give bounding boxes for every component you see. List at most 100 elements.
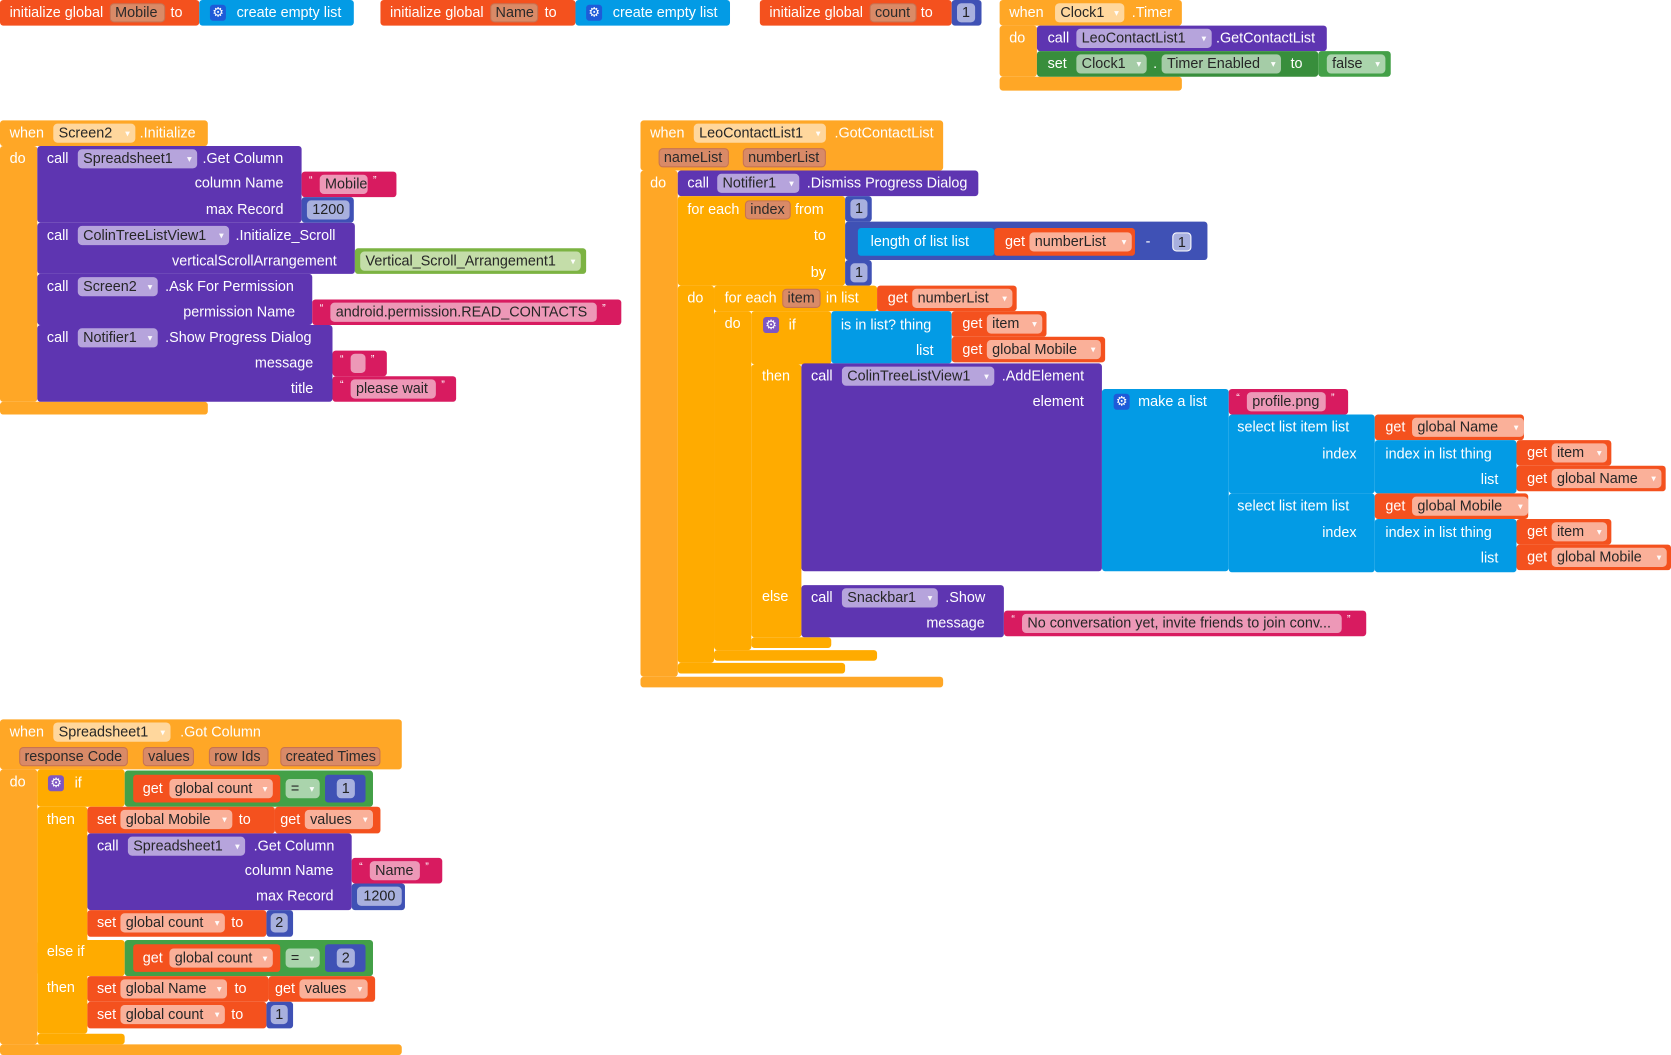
chevron-down-icon[interactable]: ▾ (1375, 58, 1381, 70)
length-of-list-block[interactable] (857, 228, 995, 256)
for-range-body[interactable] (677, 285, 715, 663)
chevron-down-icon[interactable]: ▾ (1270, 58, 1276, 70)
got-column-then1-set-mobile-var-dropdown[interactable]: global Mobile ▾ (120, 809, 233, 830)
got-column-bottom[interactable] (0, 1044, 402, 1055)
screen-init-calls-2-component-dropdown[interactable]: Screen2 ▾ (77, 277, 158, 297)
got-contacts-add-element-component-dropdown[interactable]: ColinTreeListView1 ▾ (841, 366, 995, 386)
got-contacts-for-range-by-value-number-field[interactable]: 1 (850, 263, 868, 283)
chevron-down-icon[interactable]: ▾ (362, 814, 368, 825)
got-column-params-1-parameter[interactable]: values (142, 747, 194, 767)
clock-timer-component-dropdown[interactable]: Clock1 ▾ (1055, 3, 1125, 23)
if-elseif-body[interactable] (37, 806, 88, 1034)
got-column-then1-call-args-1-value-number-field[interactable]: 1200 (357, 886, 402, 906)
screen-init-calls-0-args-1-value-number-field[interactable]: 1200 (306, 200, 350, 220)
chevron-down-icon[interactable]: ▾ (1201, 33, 1207, 44)
if-elseif-bottom[interactable] (37, 1033, 125, 1045)
chevron-down-icon[interactable]: ▾ (1136, 58, 1142, 70)
got-column-params-0-parameter[interactable]: response Code (19, 747, 128, 767)
chevron-down-icon[interactable]: ▾ (309, 783, 315, 794)
got-column-params-3-parameter[interactable]: created Times (280, 747, 381, 767)
got-contacts-for-list-var-parameter[interactable]: item (782, 288, 821, 308)
screen-init-calls-1-args-0-value-dropdown[interactable]: Vertical_Scroll_Arrangement1 ▾ (360, 251, 581, 271)
screen-init-component-dropdown[interactable]: Screen2 ▾ (53, 123, 136, 143)
globals-1-name-parameter[interactable]: Name (490, 3, 539, 23)
gear-icon[interactable]: ⚙ (209, 4, 226, 21)
clock-timer-set-value-dropdown[interactable]: false ▾ (1326, 54, 1386, 74)
index-in-list-block[interactable] (1374, 440, 1517, 494)
chevron-down-icon[interactable]: ▾ (1596, 447, 1602, 459)
got-contact-list-bottom[interactable] (640, 676, 944, 688)
got-contacts-for-list-list-var-dropdown[interactable]: numberList ▾ (912, 288, 1013, 308)
chevron-down-icon[interactable]: ▾ (214, 917, 220, 929)
got-contacts-for-range-list-var-dropdown[interactable]: numberList ▾ (1029, 232, 1132, 252)
add-element-call[interactable] (801, 363, 1102, 572)
chevron-down-icon[interactable]: ▾ (570, 255, 576, 267)
for-each-item-bottom[interactable] (714, 650, 878, 661)
got-contacts-add-element-selects-1-list-var2-dropdown[interactable]: global Mobile ▾ (1551, 547, 1667, 567)
else-if-row[interactable] (37, 939, 125, 977)
got-contacts-add-element-selects-0-thing-var-dropdown[interactable]: item ▾ (1551, 443, 1608, 463)
got-column-params-2-parameter[interactable]: row Ids (208, 747, 269, 767)
chevron-down-icon[interactable]: ▾ (1651, 473, 1657, 484)
chevron-down-icon[interactable]: ▾ (147, 281, 153, 293)
globals-0-name-parameter[interactable]: Mobile (109, 3, 166, 23)
init-global-count-block[interactable] (759, 0, 952, 26)
got-column-then1-set-count-var-dropdown[interactable]: global count ▾ (120, 913, 225, 933)
got-contacts-snackbar-component-dropdown[interactable]: Snackbar1 ▾ (841, 588, 938, 608)
got-column-conditions-0-var-dropdown[interactable]: global count ▾ (169, 779, 273, 799)
chevron-down-icon[interactable]: ▾ (1032, 318, 1037, 330)
got-column-conditions-0-op-dropdown[interactable]: = ▾ (285, 779, 320, 799)
chevron-down-icon[interactable]: ▾ (1656, 552, 1662, 563)
got-contacts-component-dropdown[interactable]: LeoContactList1 ▾ (693, 123, 826, 143)
chevron-down-icon[interactable]: ▾ (147, 332, 153, 344)
init-global-name-block[interactable] (380, 0, 576, 26)
chevron-down-icon[interactable]: ▾ (1513, 422, 1519, 433)
got-column-conditions-1-op-dropdown[interactable]: = ▾ (285, 948, 320, 968)
clock-timer-call-component-dropdown[interactable]: LeoContactList1 ▾ (1076, 28, 1212, 48)
got-contacts-if-thing-var-dropdown[interactable]: item ▾ (986, 314, 1043, 334)
for-each-item-body[interactable] (714, 311, 752, 651)
chevron-down-icon[interactable]: ▾ (357, 983, 363, 995)
screen-init-calls-1-component-dropdown[interactable]: ColinTreeListView1 ▾ (77, 225, 230, 246)
got-contacts-params-1-parameter[interactable]: numberList (742, 148, 826, 168)
got-column-body[interactable] (0, 769, 38, 1045)
clock-timer-set-component-dropdown[interactable]: Clock1 ▾ (1076, 54, 1147, 74)
chevron-down-icon[interactable]: ▾ (214, 1009, 220, 1020)
got-contacts-for-range-minus-value-number-field[interactable]: 1 (1172, 232, 1192, 252)
got-contacts-params-0-parameter[interactable]: nameList (658, 148, 729, 168)
got-contacts-dismiss-component-dropdown[interactable]: Notifier1 ▾ (717, 173, 800, 193)
chevron-down-icon[interactable]: ▾ (234, 840, 240, 852)
got-contacts-add-element-selects-1-thing-var-dropdown[interactable]: item ▾ (1551, 522, 1608, 542)
clock-timer-event-body[interactable] (999, 25, 1037, 77)
globals-2-name-parameter[interactable]: count (869, 3, 917, 23)
got-contacts-if-list-var-dropdown[interactable]: global Mobile ▾ (986, 339, 1101, 360)
got-column-then2-set-name-var-dropdown[interactable]: global Name ▾ (120, 979, 227, 999)
screen-initialize-body[interactable] (0, 146, 38, 402)
make-a-list-block[interactable] (1101, 388, 1229, 572)
if-else-bottom[interactable] (751, 637, 832, 648)
if-else-body[interactable] (751, 364, 802, 638)
screen-init-calls-0-component-dropdown[interactable]: Spreadsheet1 ▾ (77, 149, 198, 169)
chevron-down-icon[interactable]: ▾ (262, 952, 268, 964)
got-column-conditions-0-value-number-field[interactable]: 1 (336, 779, 355, 799)
is-in-list-block[interactable] (831, 311, 952, 364)
screen-init-calls-3-component-dropdown[interactable]: Notifier1 ▾ (77, 328, 158, 348)
gear-icon[interactable]: ⚙ (1113, 393, 1130, 410)
chevron-down-icon[interactable]: ▾ (186, 153, 192, 165)
got-column-conditions-1-var-dropdown[interactable]: global count ▾ (169, 948, 273, 968)
chevron-down-icon[interactable]: ▾ (789, 177, 794, 189)
got-contacts-add-element-selects-0-list-var2-dropdown[interactable]: global Name ▾ (1551, 468, 1662, 489)
chevron-down-icon[interactable]: ▾ (160, 726, 166, 738)
chevron-down-icon[interactable]: ▾ (927, 592, 933, 604)
chevron-down-icon[interactable]: ▾ (1090, 344, 1096, 355)
select-list-item-block[interactable] (1228, 414, 1375, 494)
chevron-down-icon[interactable]: ▾ (216, 983, 222, 995)
chevron-down-icon[interactable]: ▾ (984, 370, 989, 382)
globals-2-value-number-field[interactable]: 1 (956, 3, 976, 23)
chevron-down-icon[interactable]: ▾ (125, 127, 131, 139)
got-column-then2-set-name-value-dropdown[interactable]: values ▾ (299, 979, 368, 999)
chevron-down-icon[interactable]: ▾ (1121, 236, 1127, 248)
chevron-down-icon[interactable]: ▾ (1002, 293, 1008, 304)
got-column-then1-call-component-dropdown[interactable]: Spreadsheet1 ▾ (127, 836, 246, 856)
